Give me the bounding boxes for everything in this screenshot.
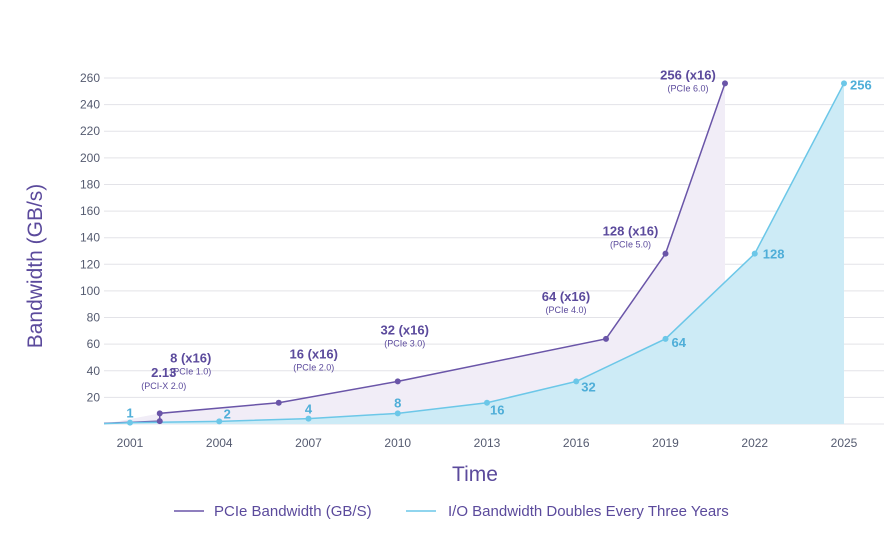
pcie-point [156, 418, 163, 425]
io-point [751, 250, 758, 257]
legend-label-pcie: PCIe Bandwidth (GB/S) [214, 503, 372, 520]
pcie-value-label: 2.13 [151, 365, 176, 380]
x-axis-ticks: 2001 2004 2007 2010 2013 2016 2019 2022 2025 [117, 436, 858, 450]
pcie-version-label: (PCIe 2.0) [293, 363, 334, 373]
x-tick-label: 2019 [652, 436, 679, 450]
pcie-point [603, 335, 609, 342]
y-tick-label: 140 [80, 231, 100, 245]
x-tick-label: 2001 [117, 436, 144, 450]
io-point [662, 335, 669, 342]
pcie-value-label: 256 (x16) [660, 67, 716, 82]
y-tick-label: 260 [80, 71, 100, 85]
y-tick-label: 160 [80, 204, 100, 218]
io-point [394, 410, 401, 417]
area-fills [104, 83, 844, 425]
pcie-version-label: (PCIe 5.0) [610, 240, 651, 250]
x-tick-label: 2016 [563, 436, 590, 450]
io-area [104, 83, 844, 425]
x-tick-label: 2025 [831, 436, 858, 450]
data-points [127, 80, 847, 426]
grid-lines [104, 77, 884, 425]
io-value-label: 128 [763, 247, 785, 262]
data-labels: 2.13(PCI-X 2.0) 8 (x16)(PCIe 1.0) 16 (x16)… [126, 67, 871, 421]
pcie-value-label: 8 (x16) [170, 350, 211, 365]
io-point [573, 378, 580, 385]
pcie-version-label: (PCI-X 2.0) [141, 381, 186, 391]
io-value-label: 64 [672, 335, 687, 350]
y-axis-ticks: 20 40 60 80 100 120 140 160 180 200 220 240 260 [80, 71, 100, 404]
io-point [305, 415, 312, 422]
pcie-point [662, 250, 669, 257]
y-tick-label: 240 [80, 98, 100, 112]
io-value-label: 32 [581, 379, 595, 394]
x-tick-label: 2004 [206, 436, 233, 450]
pcie-value-label: 64 (x16) [542, 289, 590, 304]
pcie-point [394, 378, 401, 385]
io-point [484, 399, 490, 406]
y-axis-title: Bandwidth (GB/s) [24, 184, 47, 349]
x-tick-label: 2007 [295, 436, 322, 450]
y-tick-label: 220 [80, 124, 100, 138]
y-tick-label: 60 [87, 337, 101, 351]
pcie-version-label: (PCIe 6.0) [667, 83, 708, 93]
pcie-value-label: 16 (x16) [290, 347, 338, 362]
io-line [103, 82, 845, 425]
pcie-version-label: (PCIe 1.0) [170, 366, 211, 376]
y-tick-label: 80 [87, 311, 101, 325]
pcie-point [275, 399, 282, 406]
io-point [841, 80, 847, 87]
legend-label-io: I/O Bandwidth Doubles Every Three Years [448, 503, 729, 520]
pcie-version-label: (PCIe 4.0) [545, 305, 586, 315]
y-tick-label: 100 [80, 284, 100, 298]
io-point [216, 418, 223, 425]
pcie-point [156, 410, 163, 417]
io-value-label: 16 [490, 403, 504, 418]
io-value-label: 8 [394, 395, 401, 410]
pcie-version-label: (PCIe 3.0) [384, 338, 425, 348]
y-tick-label: 40 [87, 364, 101, 378]
io-value-label: 256 [850, 77, 872, 92]
y-tick-label: 120 [80, 257, 100, 271]
io-point [127, 419, 133, 426]
x-tick-label: 2013 [474, 436, 501, 450]
x-axis-title: Time [452, 463, 498, 486]
io-value-label: 4 [305, 402, 313, 417]
pcie-value-label: 32 (x16) [381, 322, 429, 337]
pcie-point [722, 80, 728, 87]
io-value-label: 1 [126, 406, 133, 421]
io-value-label: 2 [224, 406, 231, 421]
pcie-value-label: 128 (x16) [603, 224, 659, 239]
y-tick-label: 200 [80, 151, 100, 165]
x-tick-label: 2022 [741, 436, 768, 450]
x-tick-label: 2010 [384, 436, 411, 450]
y-tick-label: 180 [80, 177, 100, 191]
y-tick-label: 20 [87, 390, 101, 404]
legend: PCIe Bandwidth (GB/S) I/O Bandwidth Doub… [174, 503, 729, 520]
